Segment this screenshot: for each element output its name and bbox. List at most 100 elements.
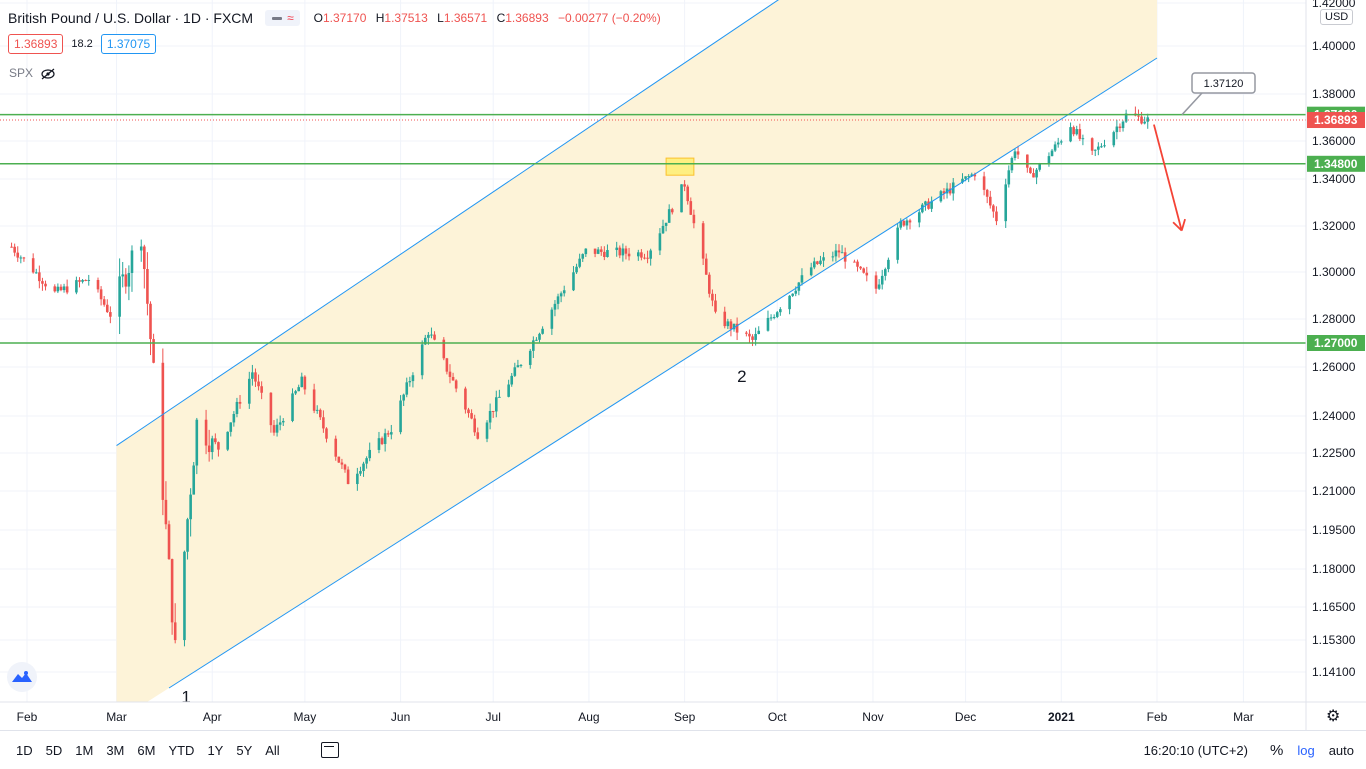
time-tick-label: 2021 — [1048, 710, 1075, 724]
candle-body — [553, 303, 557, 310]
candle-body — [794, 290, 798, 294]
range-6m[interactable]: 6M — [137, 742, 156, 758]
candle-body — [291, 393, 294, 421]
callout-box[interactable] — [1191, 72, 1256, 94]
ask-button[interactable]: 1.37075 — [100, 34, 157, 54]
candle-body — [837, 250, 841, 253]
channel-upper-line[interactable] — [116, 0, 790, 447]
bid-ask-row: 1.36893 18.2 1.37075 — [8, 34, 157, 54]
candle-body — [599, 249, 603, 252]
candle-body — [510, 375, 514, 385]
candle-body — [170, 559, 174, 623]
candle-body — [22, 257, 26, 259]
candle-body — [448, 371, 452, 377]
candle-body — [899, 220, 903, 228]
compare-symbol[interactable]: SPX — [9, 66, 34, 80]
candle-body — [1029, 167, 1032, 174]
candle-body — [294, 391, 297, 394]
candle-body — [930, 201, 933, 209]
candle-body — [967, 176, 970, 178]
candle-body — [229, 422, 233, 432]
candle-body — [658, 233, 662, 251]
candle-body — [464, 388, 467, 410]
candle-body — [195, 419, 199, 466]
range-1y[interactable]: 1Y — [207, 742, 224, 758]
candle-body — [726, 321, 730, 327]
time-tick-label: Feb — [1147, 710, 1168, 724]
range-1d[interactable]: 1D — [16, 742, 33, 758]
candle-body — [38, 272, 41, 282]
clock-readout[interactable]: 16:20:10 (UTC+2) — [1143, 742, 1248, 758]
log-toggle[interactable]: log — [1297, 742, 1315, 758]
candle-body — [109, 312, 112, 317]
symbol-title[interactable]: British Pound / U.S. Dollar · 1D · FXCM — [8, 10, 254, 26]
candle-body — [476, 432, 480, 439]
candle-body — [988, 196, 992, 206]
candle-body — [775, 312, 779, 318]
candle-body — [1115, 126, 1119, 133]
candle-body — [204, 419, 208, 446]
tradingview-logo-icon[interactable] — [7, 662, 37, 692]
candle-body — [405, 382, 409, 395]
range-all[interactable]: All — [265, 742, 280, 758]
candle-body — [1146, 117, 1150, 122]
range-5d[interactable]: 5D — [45, 742, 63, 758]
price-axis[interactable]: 1.42000 1.40000 1.38000 1.36000 1.34000 1.320… — [1307, 0, 1365, 679]
candle-body — [445, 358, 449, 372]
current-price-label: 1.36893 — [1314, 113, 1358, 127]
candle-body — [689, 201, 693, 215]
candle-body — [386, 433, 390, 435]
down-arrow-head — [1180, 218, 1186, 231]
percent-toggle[interactable]: % — [1269, 741, 1284, 759]
candle-body — [334, 438, 338, 457]
channel-fill — [116, 0, 1157, 702]
channel-lower-line[interactable] — [168, 57, 1158, 689]
candle-body — [921, 204, 924, 213]
candle-body — [127, 272, 131, 287]
time-tick-label: Mar — [1233, 710, 1254, 724]
candle-body — [735, 323, 739, 333]
level-price-label: 1.34800 — [1314, 157, 1358, 171]
range-5y[interactable]: 5Y — [236, 742, 253, 758]
auto-toggle[interactable]: auto — [1328, 742, 1354, 758]
settings-gear-icon[interactable]: ⚙ — [1326, 708, 1341, 725]
range-1m[interactable]: 1M — [75, 742, 94, 758]
candle-body — [732, 323, 736, 330]
candle-body — [908, 220, 912, 223]
currency-badge[interactable]: USD — [1320, 9, 1354, 25]
candle-body — [995, 211, 998, 222]
candle-body — [53, 286, 57, 292]
candle-body — [118, 276, 121, 317]
candle-body — [816, 261, 819, 264]
candle-body — [1143, 121, 1146, 124]
indicator-toggle[interactable]: ≈ — [265, 10, 300, 26]
down-arrow-line[interactable] — [1153, 124, 1183, 231]
candle-body — [275, 424, 279, 433]
candle-body — [102, 299, 106, 305]
drawings[interactable]: 1.37120 1 2 — [0, 0, 1306, 707]
candle-body — [831, 256, 835, 258]
time-tick-label: May — [294, 710, 317, 724]
time-axis[interactable]: Feb Mar Apr May Jun Jul Aug Sep Oct Nov Dec 2021 Feb… — [17, 710, 1254, 724]
price-tick-label: 1.26000 — [1312, 360, 1356, 374]
price-tick-label: 1.42000 — [1312, 0, 1356, 10]
calendar-icon[interactable] — [320, 742, 339, 758]
candle-body — [343, 464, 347, 470]
range-ytd[interactable]: YTD — [168, 742, 195, 758]
candle-body — [337, 456, 341, 463]
range-3m[interactable]: 3M — [106, 742, 125, 758]
time-tick-label: Oct — [768, 710, 787, 724]
bid-button[interactable]: 1.36893 — [8, 34, 64, 54]
candle-body — [686, 186, 690, 202]
highlight-rectangle[interactable] — [665, 157, 695, 176]
candle-body — [581, 254, 585, 259]
candle-body — [16, 252, 20, 258]
candle-body — [346, 469, 350, 485]
time-tick-label: Mar — [106, 710, 127, 724]
candle-body — [887, 259, 890, 270]
candle-body — [380, 438, 384, 445]
candle-body — [618, 247, 622, 256]
candle-body — [992, 205, 995, 212]
eye-crossed-icon[interactable] — [41, 68, 55, 80]
